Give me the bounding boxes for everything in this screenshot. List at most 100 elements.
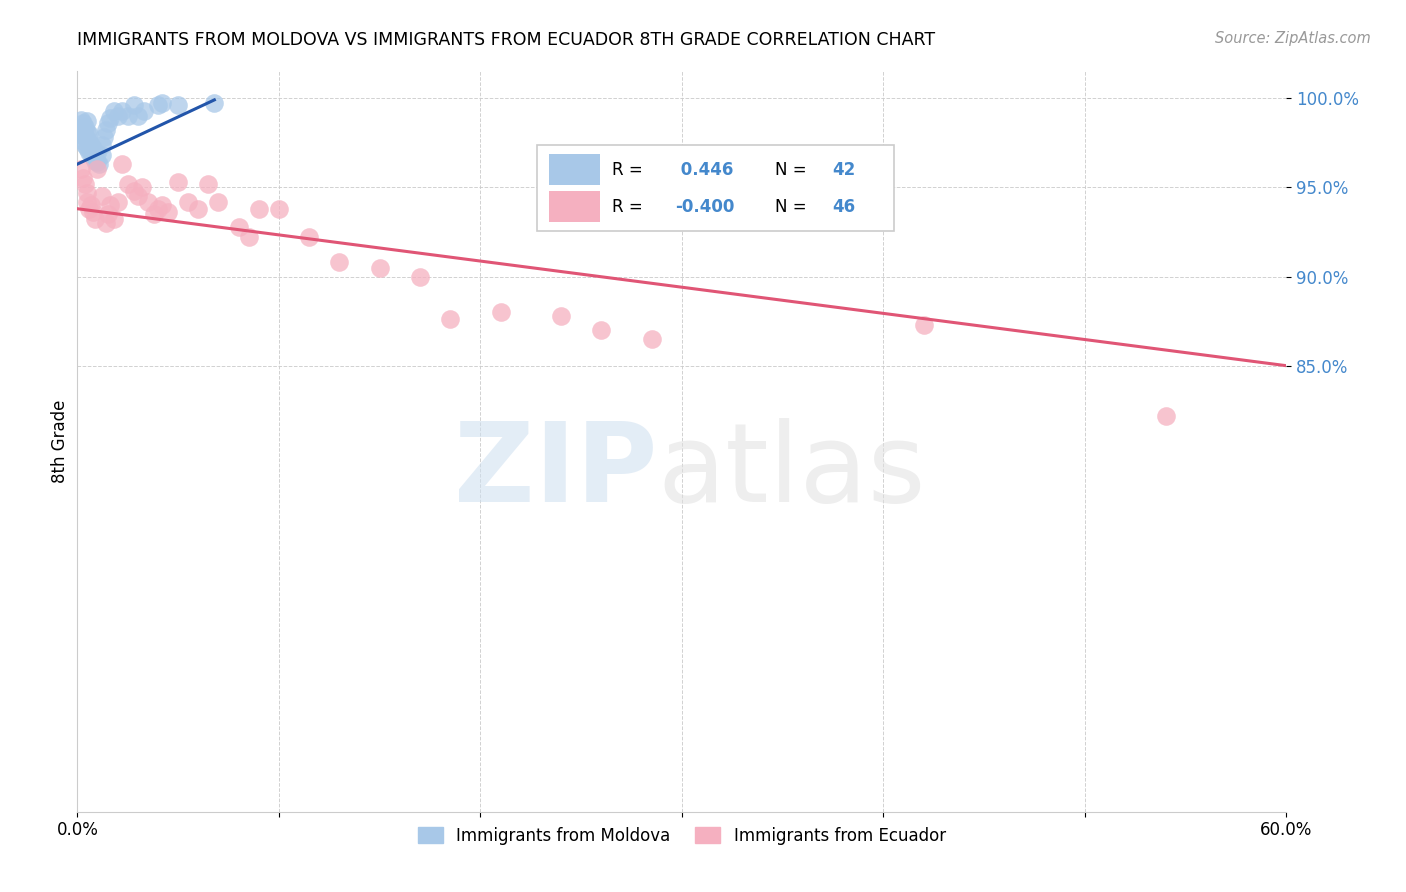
Point — [368, 260, 391, 275]
Point — [82, 150, 104, 164]
Text: N =: N = — [775, 161, 811, 178]
Point — [238, 230, 260, 244]
FancyBboxPatch shape — [537, 145, 894, 230]
Point — [90, 148, 112, 162]
Point — [131, 180, 153, 194]
Point — [132, 103, 155, 118]
Point — [912, 318, 935, 332]
FancyBboxPatch shape — [548, 154, 600, 186]
Point — [98, 198, 121, 212]
Point — [96, 207, 118, 221]
FancyBboxPatch shape — [548, 191, 600, 222]
Text: N =: N = — [775, 198, 811, 216]
Point — [72, 125, 94, 139]
Point — [641, 332, 664, 346]
Point — [86, 146, 108, 161]
Point — [79, 145, 101, 159]
Point — [93, 130, 115, 145]
Point — [96, 116, 118, 130]
Point — [80, 198, 103, 212]
Point — [94, 216, 117, 230]
Point — [84, 212, 107, 227]
Point — [72, 116, 94, 130]
Point — [76, 132, 98, 146]
Point — [82, 205, 104, 219]
Point — [146, 98, 169, 112]
Point — [122, 184, 145, 198]
Point — [76, 194, 98, 209]
Point — [591, 323, 613, 337]
Point — [72, 134, 94, 148]
Point — [76, 125, 98, 139]
Point — [75, 120, 97, 134]
Point — [75, 128, 97, 143]
Point — [75, 177, 97, 191]
Point — [267, 202, 290, 216]
Text: 42: 42 — [832, 161, 855, 178]
Point — [202, 96, 225, 111]
Point — [247, 202, 270, 216]
Point — [107, 109, 129, 123]
Point — [86, 155, 108, 169]
Point — [111, 157, 134, 171]
Point — [111, 103, 134, 118]
Point — [150, 198, 173, 212]
Point — [107, 194, 129, 209]
Point — [80, 146, 103, 161]
Point — [439, 312, 461, 326]
Point — [142, 207, 165, 221]
Point — [298, 230, 321, 244]
Point — [157, 205, 180, 219]
Point — [409, 269, 432, 284]
Point — [489, 305, 512, 319]
Point — [117, 109, 139, 123]
Point — [79, 136, 101, 150]
Point — [89, 157, 111, 171]
Point — [67, 127, 90, 141]
Point — [75, 137, 97, 152]
Legend: Immigrants from Moldova, Immigrants from Ecuador: Immigrants from Moldova, Immigrants from… — [411, 820, 953, 852]
Point — [103, 103, 125, 118]
Point — [177, 194, 200, 209]
Text: R =: R = — [612, 198, 648, 216]
Point — [122, 98, 145, 112]
Point — [146, 202, 169, 216]
Text: atlas: atlas — [658, 417, 927, 524]
Point — [1154, 409, 1177, 423]
Point — [150, 96, 173, 111]
Point — [136, 194, 159, 209]
Text: -0.400: -0.400 — [675, 198, 734, 216]
Y-axis label: 8th Grade: 8th Grade — [51, 400, 69, 483]
Point — [90, 189, 112, 203]
Point — [187, 202, 209, 216]
Text: IMMIGRANTS FROM MOLDOVA VS IMMIGRANTS FROM ECUADOR 8TH GRADE CORRELATION CHART: IMMIGRANTS FROM MOLDOVA VS IMMIGRANTS FR… — [77, 31, 935, 49]
Text: Source: ZipAtlas.com: Source: ZipAtlas.com — [1215, 31, 1371, 46]
Point — [76, 114, 98, 128]
Point — [70, 112, 93, 127]
Text: ZIP: ZIP — [454, 417, 658, 524]
Point — [167, 175, 190, 189]
Point — [167, 98, 190, 112]
Point — [79, 127, 101, 141]
Point — [76, 141, 98, 155]
Point — [84, 145, 107, 159]
Text: R =: R = — [612, 161, 648, 178]
Point — [76, 186, 98, 200]
Point — [127, 189, 149, 203]
Text: 46: 46 — [832, 198, 855, 216]
Point — [84, 153, 107, 168]
Point — [72, 171, 94, 186]
Point — [70, 162, 93, 177]
Point — [82, 141, 104, 155]
Point — [103, 212, 125, 227]
Point — [90, 137, 112, 152]
Point — [207, 194, 229, 209]
Text: 0.446: 0.446 — [675, 161, 733, 178]
Point — [98, 111, 121, 125]
Point — [550, 309, 572, 323]
Point — [70, 121, 93, 136]
Point — [86, 162, 108, 177]
Point — [80, 137, 103, 152]
Point — [328, 255, 350, 269]
Point — [79, 202, 101, 216]
